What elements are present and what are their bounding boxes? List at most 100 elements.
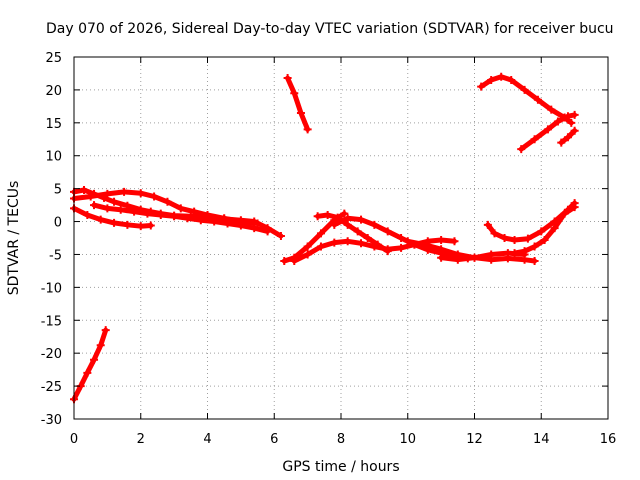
data-point — [290, 257, 299, 266]
data-point — [110, 218, 119, 227]
data-point — [563, 112, 572, 121]
data-point — [103, 189, 112, 198]
data-point — [453, 255, 462, 264]
data-point — [283, 74, 292, 83]
data-point — [520, 247, 529, 256]
data-point — [303, 242, 312, 251]
x-tick-label: 10 — [399, 432, 416, 447]
data-point — [263, 227, 272, 236]
data-point — [323, 210, 332, 219]
data-point — [236, 221, 245, 230]
data-point — [570, 110, 579, 119]
data-point — [103, 204, 112, 213]
data-point-group — [283, 74, 312, 134]
data-point-group — [510, 203, 579, 258]
data-point — [83, 210, 92, 219]
chart-title: Day 070 of 2026, Sidereal Day-to-day VTE… — [46, 21, 614, 37]
data-point — [383, 227, 392, 236]
data-point — [477, 82, 486, 91]
data-point — [196, 216, 205, 225]
data-point — [537, 227, 546, 236]
plot-area — [70, 72, 579, 404]
data-point — [357, 239, 366, 248]
data-point-group — [517, 110, 579, 154]
data-point — [280, 257, 289, 266]
data-point-group — [557, 126, 579, 147]
x-tick-label: 16 — [600, 432, 617, 447]
data-point — [143, 209, 152, 218]
data-point — [403, 237, 412, 246]
data-point — [203, 210, 212, 219]
x-tick-label: 4 — [203, 432, 211, 447]
data-point — [357, 215, 366, 224]
data-point — [570, 126, 579, 135]
data-point — [370, 220, 379, 229]
x-tick-label: 14 — [533, 432, 550, 447]
data-point — [313, 212, 322, 221]
y-tick-label: 20 — [45, 84, 62, 99]
data-point — [170, 212, 179, 221]
y-tick-label: 10 — [45, 150, 62, 165]
data-point — [437, 245, 446, 254]
data-point — [437, 235, 446, 244]
data-point — [116, 205, 125, 214]
data-point — [90, 355, 99, 364]
data-point — [490, 229, 499, 238]
data-point — [420, 240, 429, 249]
data-point — [146, 221, 155, 230]
data-point — [373, 240, 382, 249]
x-tick-label: 8 — [337, 432, 345, 447]
data-point — [470, 253, 479, 262]
data-point-group — [477, 72, 576, 127]
data-point — [303, 250, 312, 259]
x-tick-label: 6 — [270, 432, 278, 447]
y-tick-label: 25 — [45, 51, 62, 66]
data-point — [523, 234, 532, 243]
data-point — [290, 89, 299, 98]
data-point-group — [90, 201, 272, 236]
data-point — [130, 207, 139, 216]
data-point — [353, 227, 362, 236]
data-point — [510, 249, 519, 258]
data-point — [550, 224, 559, 233]
data-point — [397, 234, 406, 242]
axis-ticks: 0 2 4 6 8 10 12 14 16 25 20 15 10 5 0 -5 -10 -15 -20 -25 -30 — [41, 51, 617, 447]
data-point — [503, 249, 512, 258]
data-point — [250, 224, 259, 233]
data-point — [340, 209, 349, 218]
data-point — [96, 215, 105, 224]
data-point — [543, 125, 552, 134]
data-point — [487, 250, 496, 259]
data-point — [557, 138, 566, 147]
data-point — [136, 189, 145, 198]
data-point — [190, 207, 199, 216]
data-point — [80, 185, 89, 194]
data-point — [90, 201, 99, 210]
y-tick-label: -5 — [49, 248, 62, 263]
data-track — [285, 75, 311, 132]
data-point — [110, 197, 119, 206]
data-point — [96, 341, 105, 350]
data-point — [176, 204, 185, 213]
data-point — [570, 203, 579, 212]
data-point — [330, 238, 339, 247]
data-point — [533, 95, 542, 104]
data-point — [343, 237, 352, 246]
data-point — [483, 220, 492, 229]
data-point — [520, 85, 529, 94]
y-tick-label: 5 — [54, 183, 62, 198]
y-tick-label: -30 — [41, 413, 62, 428]
data-point — [276, 232, 285, 241]
data-point — [510, 235, 519, 244]
data-point — [253, 219, 262, 228]
data-point — [330, 220, 339, 229]
data-point — [156, 210, 165, 219]
data-point — [397, 243, 406, 252]
data-point — [553, 117, 562, 126]
data-point — [560, 209, 569, 218]
data-point — [383, 247, 392, 256]
data-point — [303, 125, 312, 134]
data-point — [210, 217, 219, 226]
data-point — [101, 326, 110, 335]
